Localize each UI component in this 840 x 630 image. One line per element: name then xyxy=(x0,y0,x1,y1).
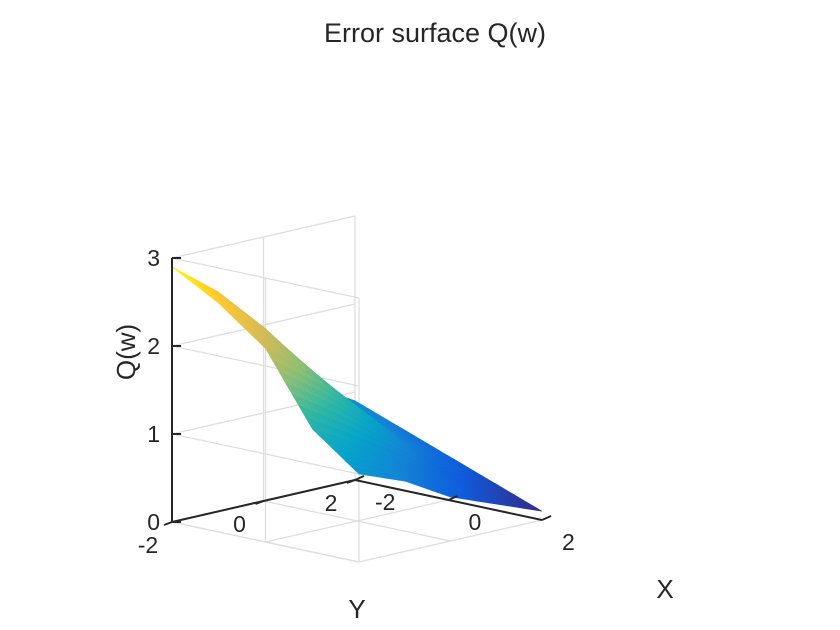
surface-plot xyxy=(171,266,543,512)
x-tick-mark xyxy=(541,515,552,521)
x-tick-label: 2 xyxy=(562,529,575,555)
y-tick-label: -2 xyxy=(138,532,158,558)
x-tick-mark xyxy=(448,495,458,501)
x-axis-label: X xyxy=(656,574,673,604)
y-tick-mark xyxy=(255,500,264,505)
chart-title: Error surface Q(w) xyxy=(324,18,546,48)
z-tick-label: 2 xyxy=(147,333,160,359)
z-tick-label: 1 xyxy=(147,421,160,447)
y-tick-mark xyxy=(346,479,356,484)
z-axis-label: Q(w) xyxy=(111,324,141,380)
gridline xyxy=(263,500,451,542)
axes-lines xyxy=(163,257,552,526)
y-tick-label: 2 xyxy=(325,490,338,516)
y-axis-label: Y xyxy=(348,594,365,624)
z-tick-label: 3 xyxy=(147,245,160,271)
x-tick-label: 0 xyxy=(469,509,482,535)
z-tick-label: 0 xyxy=(147,509,160,535)
gridline xyxy=(171,521,360,563)
y-tick-label: 0 xyxy=(233,511,246,537)
surface-patch xyxy=(351,467,367,476)
y-tick-mark xyxy=(163,521,173,526)
x-tick-mark xyxy=(354,475,365,481)
x-tick-label: -2 xyxy=(375,489,395,515)
